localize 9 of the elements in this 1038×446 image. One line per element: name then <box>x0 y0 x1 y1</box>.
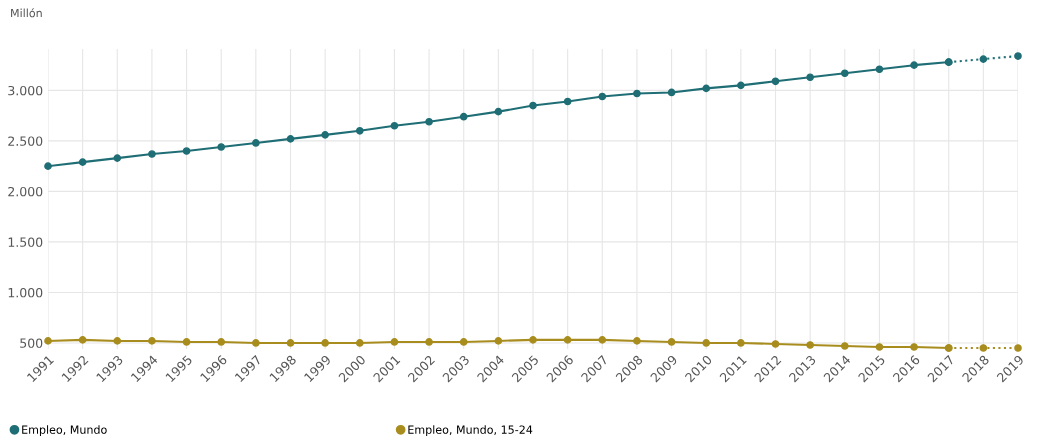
y-tick-label: 500 <box>20 338 43 348</box>
legend-label: Empleo, Mundo <box>22 425 107 436</box>
y-tick-label: 2.500 <box>8 136 43 146</box>
legend-label: Empleo, Mundo, 15-24 <box>408 425 533 436</box>
y-tick-label: 2.000 <box>8 186 43 197</box>
y-tick-label: 1.000 <box>8 287 43 298</box>
y-tick-label: 1.500 <box>8 237 43 247</box>
y-axis-title: Millón <box>11 8 42 18</box>
y-tick-label: 3.000 <box>8 85 43 96</box>
